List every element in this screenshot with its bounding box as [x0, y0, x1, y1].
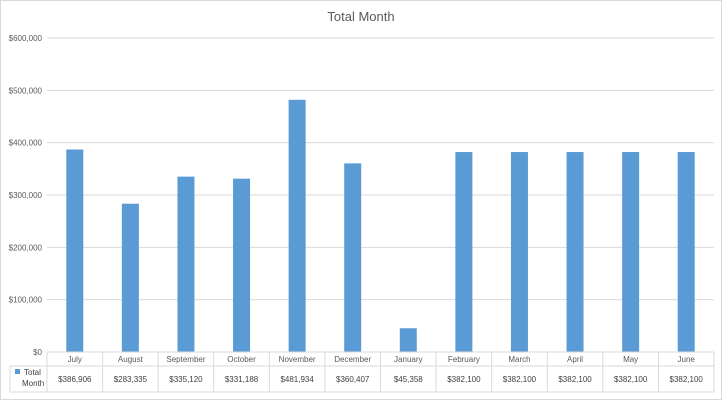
- y-tick-label: $600,000: [9, 34, 43, 43]
- data-label: $382,100: [670, 375, 704, 384]
- y-tick-label: $300,000: [9, 191, 43, 200]
- bar: [233, 178, 251, 352]
- bar: [622, 152, 640, 352]
- y-tick-label: $200,000: [9, 243, 43, 252]
- data-label: $382,100: [614, 375, 648, 384]
- bar: [66, 149, 84, 352]
- legend-label: Total: [24, 368, 41, 377]
- x-tick-label: February: [448, 355, 480, 364]
- x-tick-label: June: [678, 355, 696, 364]
- data-label: $382,100: [558, 375, 592, 384]
- bar: [510, 152, 528, 352]
- bar: [399, 328, 417, 352]
- y-tick-label: $0: [33, 348, 42, 357]
- data-label: $382,100: [447, 375, 481, 384]
- bar: [288, 99, 306, 352]
- bar: [455, 152, 473, 352]
- x-tick-label: January: [394, 355, 422, 364]
- x-tick-label: November: [279, 355, 316, 364]
- bar: [177, 176, 195, 352]
- y-tick-label: $400,000: [9, 139, 43, 148]
- bar: [566, 152, 584, 352]
- x-tick-label: May: [623, 355, 638, 364]
- data-label: $382,100: [503, 375, 537, 384]
- bar: [677, 152, 695, 352]
- bar: [121, 203, 139, 352]
- data-label: $283,335: [114, 375, 148, 384]
- y-tick-label: $500,000: [9, 86, 43, 95]
- data-label: $331,188: [225, 375, 259, 384]
- x-tick-label: April: [567, 355, 583, 364]
- data-label: $481,934: [280, 375, 314, 384]
- x-tick-label: July: [68, 355, 82, 364]
- x-tick-label: March: [508, 355, 530, 364]
- chart-title: Total Month: [327, 9, 395, 24]
- data-label: $360,407: [336, 375, 370, 384]
- data-label: $45,358: [394, 375, 423, 384]
- bar: [344, 163, 362, 352]
- legend-marker: [15, 369, 20, 374]
- legend-label: Month: [22, 379, 44, 388]
- data-label: $386,906: [58, 375, 92, 384]
- x-tick-label: December: [334, 355, 371, 364]
- data-label: $335,120: [169, 375, 203, 384]
- x-tick-label: October: [227, 355, 256, 364]
- x-tick-label: August: [118, 355, 144, 364]
- y-tick-label: $100,000: [9, 296, 43, 305]
- x-tick-label: September: [166, 355, 205, 364]
